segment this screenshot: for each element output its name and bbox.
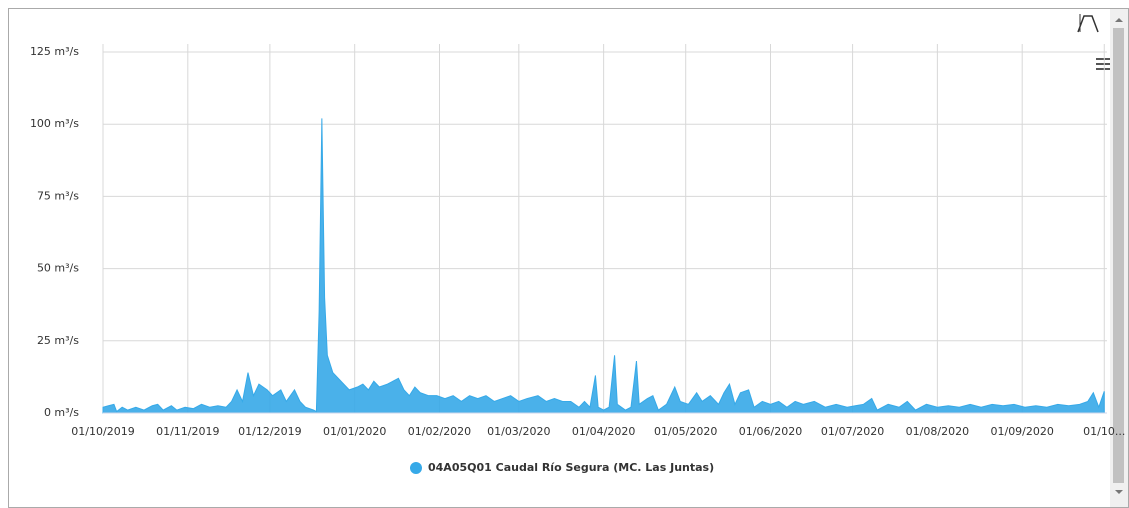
area [102, 118, 1105, 414]
x-tick-label: 01/10/2019 [71, 425, 134, 438]
y-tick-label: 75 m³/s [37, 189, 79, 202]
x-tick-label: 01/04/2020 [572, 425, 635, 438]
x-tick-label: 01/09/2020 [990, 425, 1053, 438]
x-tick-label: 01/05/2020 [654, 425, 717, 438]
x-tick-label: 01/12/2019 [238, 425, 301, 438]
y-tick-label: 0 m³/s [44, 406, 79, 419]
x-tick-label: 01/06/2020 [739, 425, 802, 438]
frame [8, 8, 1129, 508]
y-tick-label: 50 m³/s [37, 262, 79, 275]
x-tick-label: 01/02/2020 [408, 425, 471, 438]
menu-icon[interactable] [1096, 58, 1110, 70]
scroll-up[interactable] [1115, 18, 1123, 22]
x-tick-label: 01/07/2020 [821, 425, 884, 438]
x-tick-label: 01/10... [1083, 425, 1125, 438]
x-tick-label: 01/01/2020 [323, 425, 386, 438]
x-tick-label: 01/11/2019 [156, 425, 219, 438]
y-tick-label: 100 m³/s [30, 117, 79, 130]
scroll-down[interactable] [1115, 490, 1123, 494]
zoom-icon[interactable] [1077, 14, 1099, 33]
y-tick-label: 25 m³/s [37, 334, 79, 347]
x-tick-label: 01/03/2020 [487, 425, 550, 438]
x-tick-label: 01/08/2020 [906, 425, 969, 438]
scroll-thumb[interactable] [1113, 28, 1124, 483]
legend-marker [410, 462, 422, 474]
y-tick-label: 125 m³/s [30, 45, 79, 58]
legend-label: 04A05Q01 Caudal Río Segura (MC. Las Junt… [428, 461, 714, 474]
